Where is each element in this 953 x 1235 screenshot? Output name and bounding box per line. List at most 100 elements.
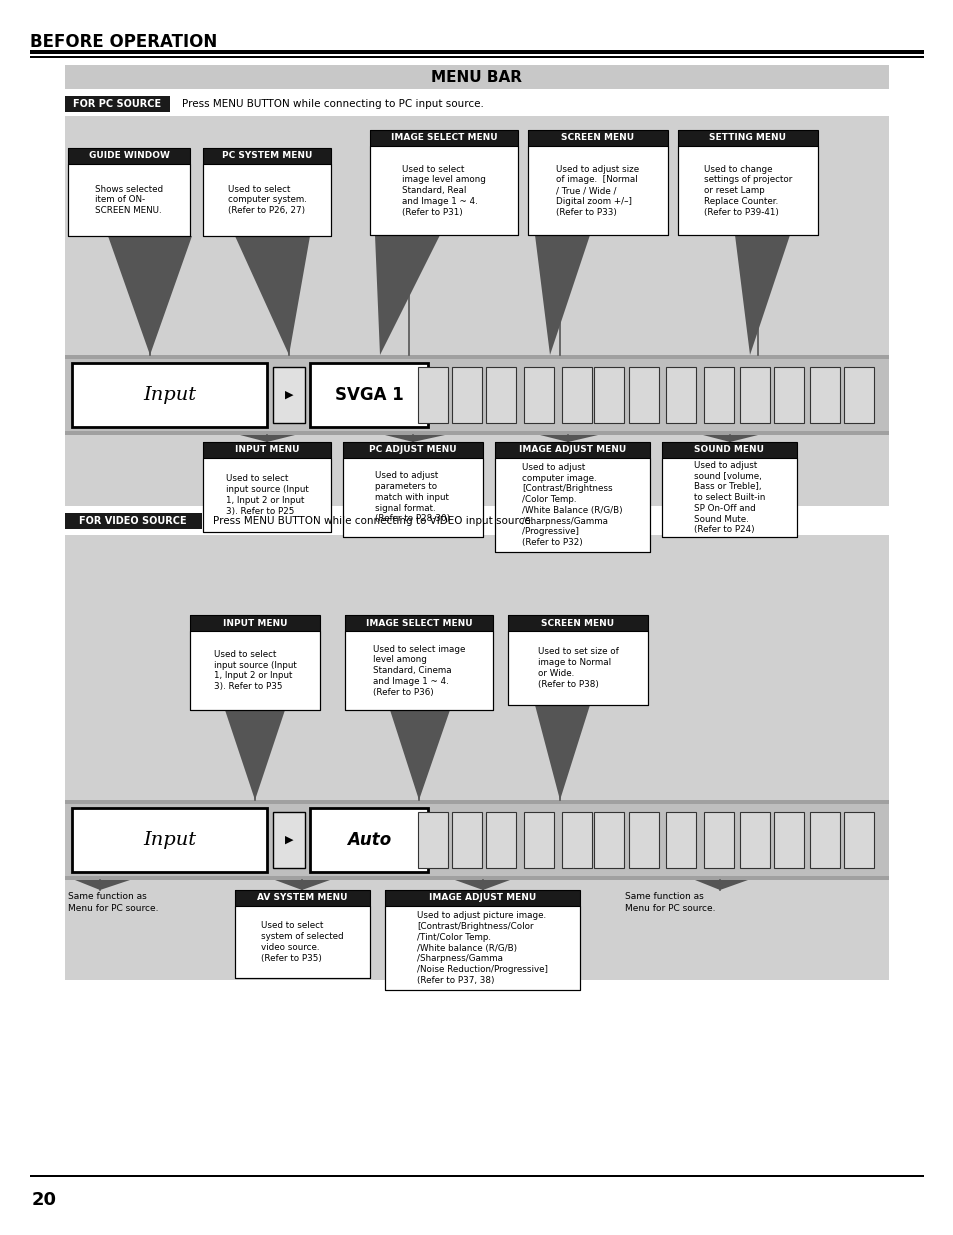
Text: Same function as
Menu for PC source.: Same function as Menu for PC source. xyxy=(68,892,158,913)
Bar xyxy=(678,130,817,235)
Text: Same function as
Menu for PC source.: Same function as Menu for PC source. xyxy=(624,892,715,913)
Bar xyxy=(190,615,319,710)
Text: Used to change
settings of projector
or reset Lamp
Replace Counter.
(Refer to P3: Used to change settings of projector or … xyxy=(703,164,791,216)
Text: Used to adjust
sound [volume,
Bass or Treble],
to select Built-in
SP On-Off and
: Used to adjust sound [volume, Bass or Tr… xyxy=(693,461,764,535)
Bar xyxy=(203,148,331,164)
Bar xyxy=(843,367,873,424)
Bar xyxy=(203,148,331,236)
Bar xyxy=(343,458,482,537)
Bar xyxy=(370,130,517,235)
Text: PC ADJUST MENU: PC ADJUST MENU xyxy=(369,446,456,454)
Bar xyxy=(65,116,888,506)
Bar xyxy=(65,513,202,529)
Bar xyxy=(417,811,448,868)
Text: Used to select
input source (Input
1, Input 2 or Input
3). Refer to P35: Used to select input source (Input 1, In… xyxy=(213,650,296,692)
Text: SCREEN MENU: SCREEN MENU xyxy=(541,619,614,627)
Text: Used to adjust picture image.
[Contrast/Brightness/Color
/Tint/Color Temp.
/Whit: Used to adjust picture image. [Contrast/… xyxy=(416,911,547,984)
Text: INPUT MENU: INPUT MENU xyxy=(222,619,287,627)
Bar xyxy=(527,130,667,235)
Bar xyxy=(345,631,493,710)
Text: Used to select
input source (Input
1, Input 2 or Input
3). Refer to P25: Used to select input source (Input 1, In… xyxy=(226,474,308,516)
Polygon shape xyxy=(385,435,444,442)
Text: Used to select
computer system.
(Refer to P26, 27): Used to select computer system. (Refer t… xyxy=(228,185,306,215)
Bar xyxy=(343,442,482,537)
Text: FOR PC SOURCE: FOR PC SOURCE xyxy=(72,99,161,109)
Text: AV SYSTEM MENU: AV SYSTEM MENU xyxy=(257,893,348,903)
Text: Input: Input xyxy=(143,831,196,848)
Bar xyxy=(385,890,579,906)
Bar xyxy=(495,442,649,552)
Text: ▶: ▶ xyxy=(284,835,293,845)
Polygon shape xyxy=(225,710,285,800)
Polygon shape xyxy=(75,881,130,890)
Bar xyxy=(507,631,647,705)
Bar xyxy=(65,96,170,112)
Bar xyxy=(203,442,331,532)
Bar xyxy=(594,811,623,868)
Bar xyxy=(527,130,667,146)
Bar xyxy=(190,631,319,710)
Bar xyxy=(273,367,305,424)
Bar xyxy=(561,811,592,868)
Text: Used to set size of
image to Normal
or Wide.
(Refer to P38): Used to set size of image to Normal or W… xyxy=(537,647,618,689)
Polygon shape xyxy=(455,881,510,890)
Bar xyxy=(773,811,803,868)
Text: ▶: ▶ xyxy=(284,390,293,400)
Text: Auto: Auto xyxy=(347,831,391,848)
Text: Input: Input xyxy=(143,387,196,404)
Bar xyxy=(485,811,516,868)
Bar xyxy=(495,458,649,552)
Bar xyxy=(843,811,873,868)
Bar xyxy=(740,811,769,868)
Bar xyxy=(273,811,305,868)
Text: MENU BAR: MENU BAR xyxy=(431,69,522,84)
Bar xyxy=(30,54,923,56)
Text: SCREEN MENU: SCREEN MENU xyxy=(561,133,634,142)
Bar xyxy=(65,804,888,876)
Bar xyxy=(310,363,428,427)
Bar xyxy=(561,367,592,424)
Bar xyxy=(203,458,331,532)
Text: Shows selected
item of ON-
SCREEN MENU.: Shows selected item of ON- SCREEN MENU. xyxy=(95,185,163,215)
Bar xyxy=(65,535,888,981)
Text: Used to adjust
computer image.
[Contrast/Brightness
/Color Temp.
/White Balance : Used to adjust computer image. [Contrast… xyxy=(521,463,622,547)
Text: Used to select
system of selected
video source.
(Refer to P35): Used to select system of selected video … xyxy=(261,921,343,962)
Bar xyxy=(234,890,370,978)
Bar xyxy=(773,367,803,424)
Bar xyxy=(234,906,370,978)
Bar xyxy=(661,442,796,537)
Bar xyxy=(485,367,516,424)
Text: Used to select image
level among
Standard, Cinema
and Image 1 ~ 4.
(Refer to P36: Used to select image level among Standar… xyxy=(373,645,465,697)
Bar xyxy=(507,615,647,705)
Bar xyxy=(665,811,696,868)
Bar xyxy=(190,615,319,631)
Polygon shape xyxy=(234,236,310,354)
Bar xyxy=(203,442,331,458)
Bar xyxy=(703,367,733,424)
Bar xyxy=(665,367,696,424)
Polygon shape xyxy=(702,435,758,442)
Bar xyxy=(345,615,493,710)
Bar xyxy=(234,890,370,906)
Text: IMAGE SELECT MENU: IMAGE SELECT MENU xyxy=(365,619,472,627)
Bar xyxy=(809,811,840,868)
Polygon shape xyxy=(240,435,294,442)
Text: 20: 20 xyxy=(32,1191,57,1209)
Bar xyxy=(594,367,623,424)
Text: GUIDE WINDOW: GUIDE WINDOW xyxy=(89,152,170,161)
Bar xyxy=(65,65,888,89)
Bar xyxy=(678,146,817,235)
Bar xyxy=(523,811,554,868)
Text: Used to adjust size
of image.  [Normal
/ True / Wide /
Digital zoom +/–]
(Refer : Used to adjust size of image. [Normal / … xyxy=(556,164,639,216)
Text: IMAGE ADJUST MENU: IMAGE ADJUST MENU xyxy=(429,893,536,903)
Bar xyxy=(30,56,923,58)
Bar xyxy=(628,367,659,424)
Text: Used to select
image level among
Standard, Real
and Image 1 ~ 4.
(Refer to P31): Used to select image level among Standar… xyxy=(401,164,485,216)
Bar xyxy=(385,906,579,990)
Bar xyxy=(385,890,579,990)
Bar xyxy=(452,811,481,868)
Bar xyxy=(523,367,554,424)
Bar xyxy=(68,164,190,236)
Text: SETTING MENU: SETTING MENU xyxy=(709,133,785,142)
Bar xyxy=(30,49,923,54)
